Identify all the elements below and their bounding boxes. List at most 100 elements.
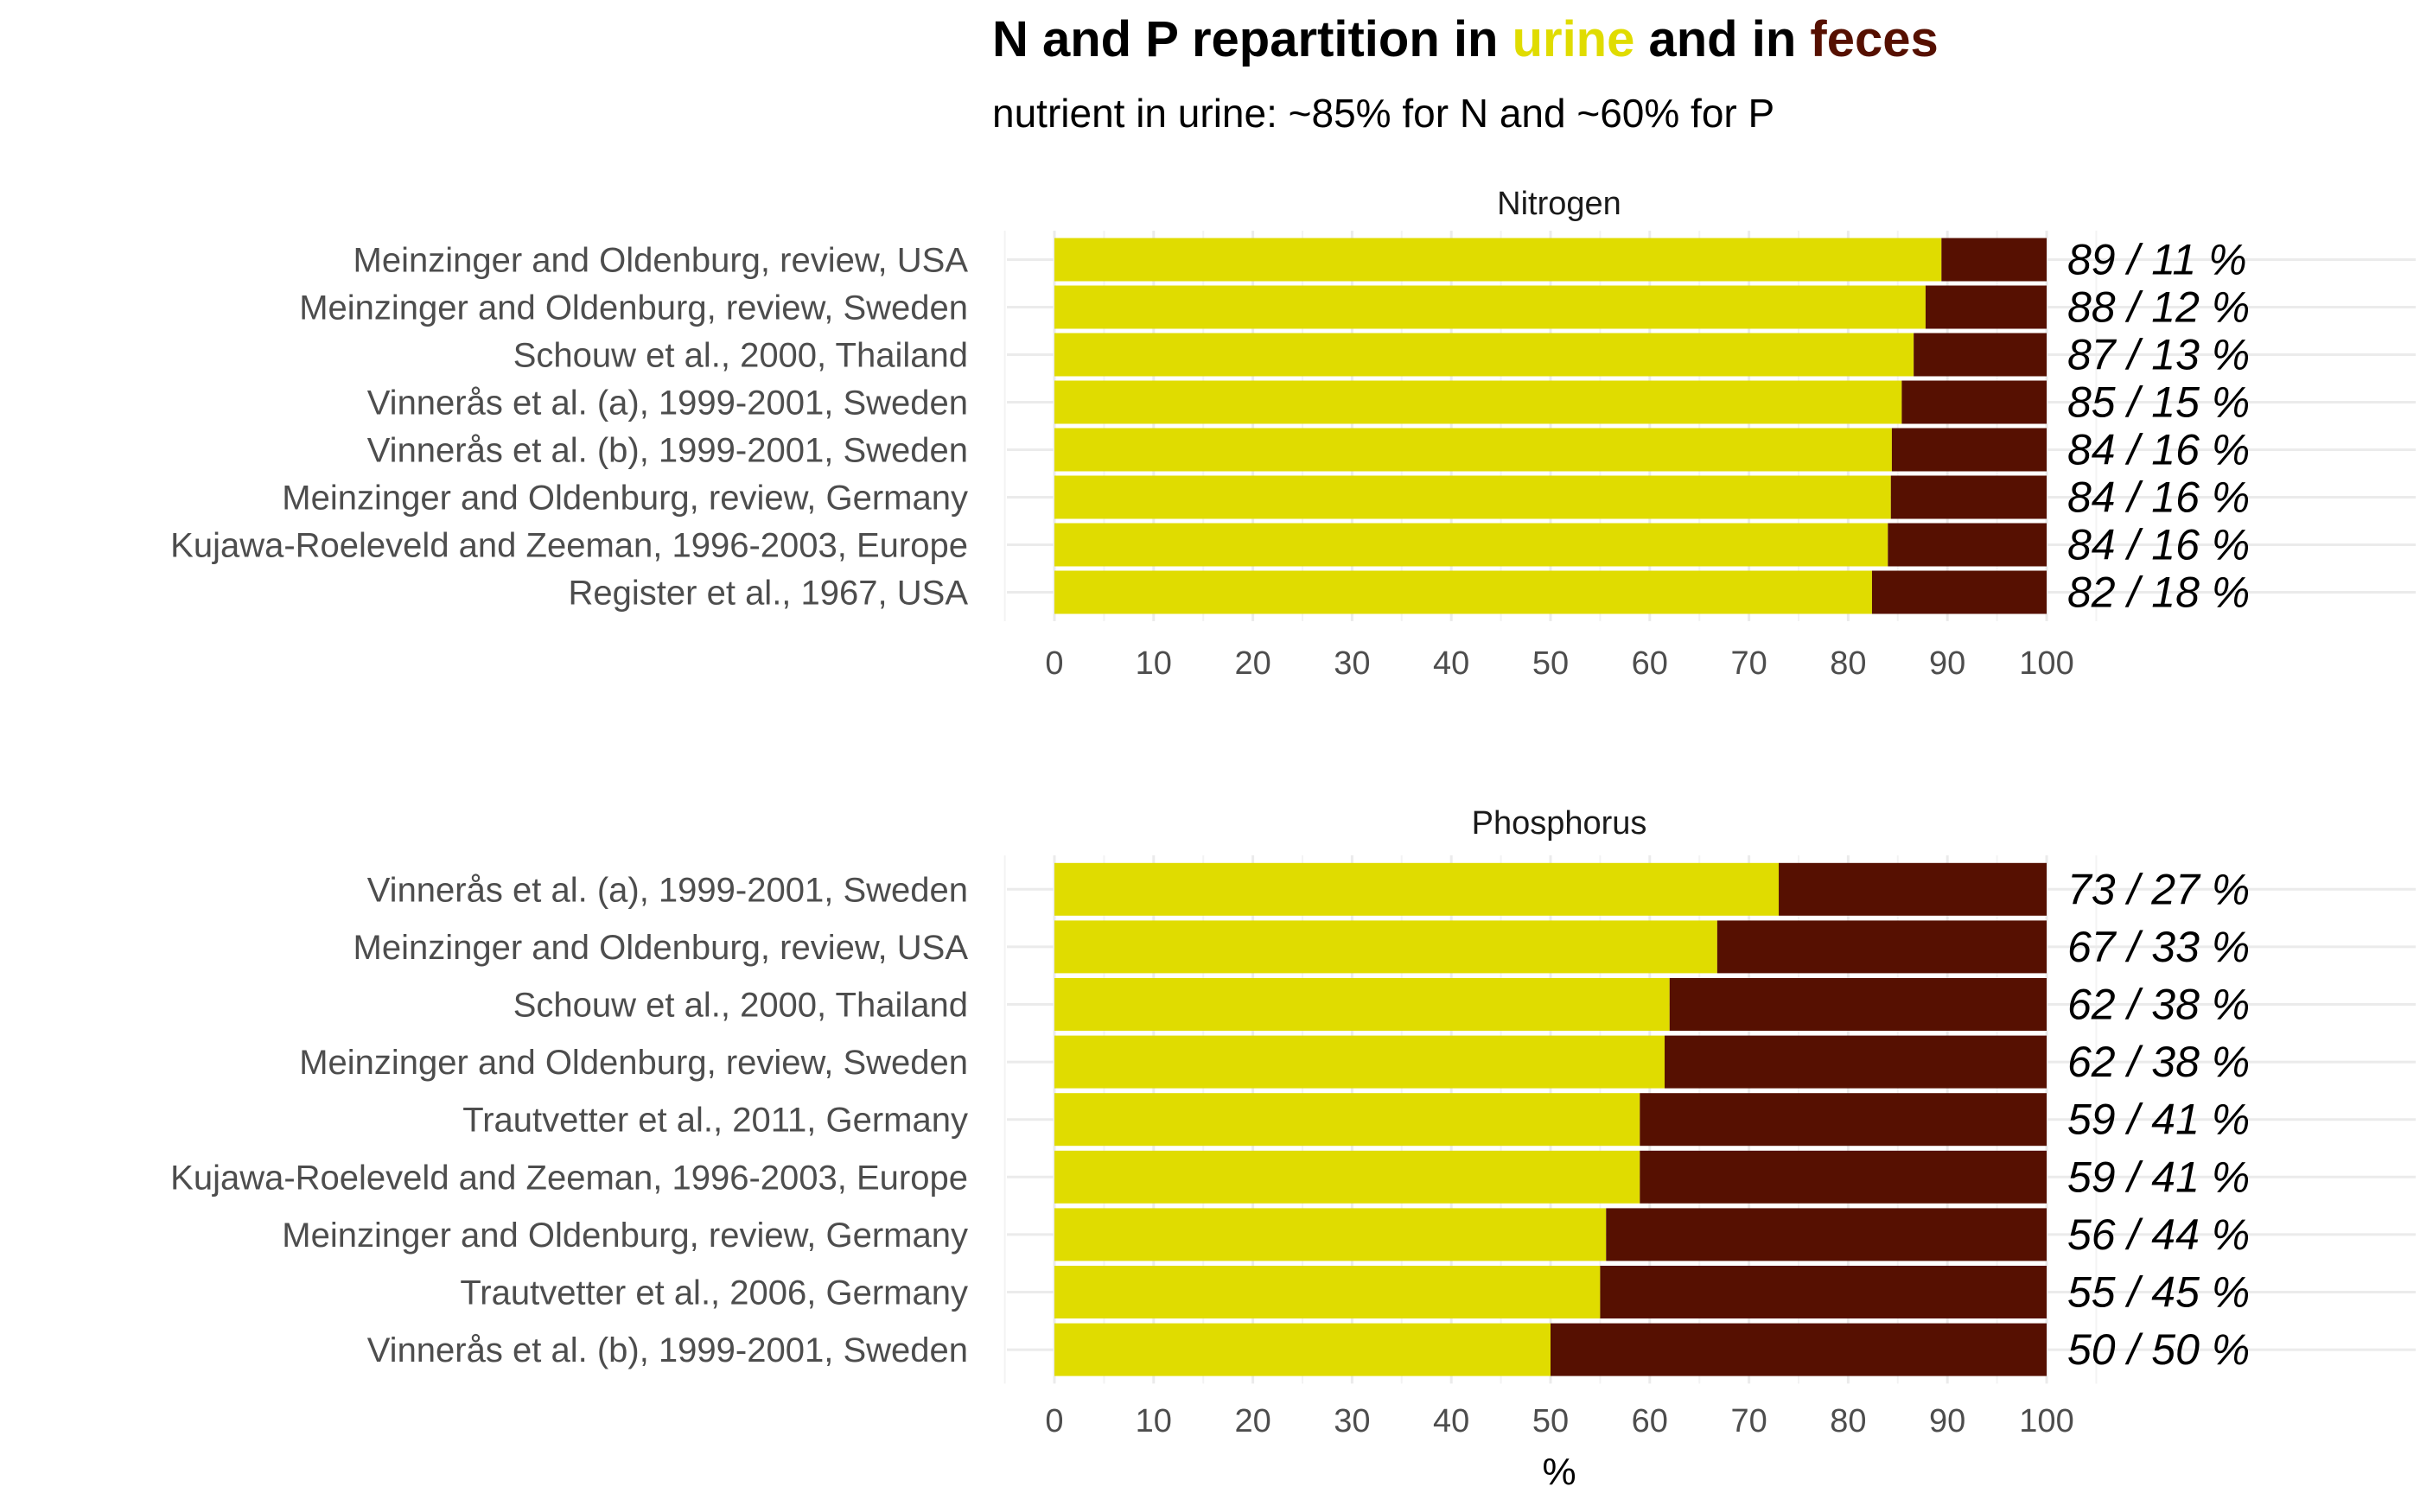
bar-feces — [1600, 1266, 2047, 1318]
value-label: 85 / 15 % — [2067, 378, 2250, 427]
bar-urine — [1054, 475, 1891, 519]
bar-urine — [1054, 570, 1872, 614]
x-tick-label: 10 — [1136, 645, 1172, 682]
bar-feces — [1606, 1208, 2047, 1261]
value-label: 84 / 16 % — [2067, 473, 2250, 522]
title-feces-word: feces — [1810, 11, 1939, 67]
chart-subtitle: nutrient in urine: ~85% for N and ~60% f… — [992, 91, 1775, 136]
bar-feces — [1640, 1093, 2047, 1147]
x-tick-label: 40 — [1433, 1403, 1469, 1439]
bar-urine — [1054, 1323, 1551, 1376]
category-label: Meinzinger and Oldenburg, review, German… — [282, 480, 968, 518]
bar-urine — [1054, 523, 1888, 567]
bar-feces — [1891, 428, 2047, 472]
value-label: 56 / 44 % — [2067, 1210, 2250, 1259]
category-label: Trautvetter et al., 2011, Germany — [462, 1102, 968, 1140]
bar-urine — [1054, 380, 1902, 424]
bar-urine — [1054, 862, 1780, 916]
value-label: 84 / 16 % — [2067, 426, 2250, 474]
bar-urine — [1054, 920, 1717, 974]
x-tick-label: 100 — [2019, 645, 2073, 682]
bar-urine — [1054, 238, 1942, 282]
x-tick-label: 70 — [1730, 645, 1767, 682]
value-label: 59 / 41 % — [2067, 1096, 2250, 1144]
category-label: Kujawa-Roeleveld and Zeeman, 1996-2003, … — [170, 527, 968, 565]
x-tick-label: 100 — [2019, 1403, 2073, 1439]
x-tick-label: 80 — [1830, 1403, 1866, 1439]
category-label: Schouw et al., 2000, Thailand — [513, 987, 968, 1025]
value-label: 62 / 38 % — [2067, 1038, 2250, 1086]
title-part-1: N and P repartition in — [992, 11, 1512, 67]
value-label: 62 / 38 % — [2067, 981, 2250, 1029]
x-tick-label: 40 — [1433, 645, 1469, 682]
bar-feces — [1925, 285, 2047, 329]
x-tick-label: 30 — [1334, 1403, 1370, 1439]
bar-urine — [1054, 333, 1914, 377]
bar-urine — [1054, 428, 1892, 472]
x-tick-label: 0 — [1045, 645, 1063, 682]
bar-urine — [1054, 1035, 1665, 1089]
value-label: 89 / 11 % — [2067, 236, 2247, 284]
value-label: 50 / 50 % — [2067, 1325, 2250, 1374]
bar-feces — [1871, 570, 2047, 614]
x-tick-label: 20 — [1234, 1403, 1270, 1439]
bar-feces — [1669, 978, 2047, 1031]
title-urine-word: urine — [1512, 11, 1635, 67]
category-label: Vinnerås et al. (b), 1999-2001, Sweden — [367, 432, 968, 470]
x-tick-label: 50 — [1532, 1403, 1569, 1439]
x-tick-label: 60 — [1632, 645, 1668, 682]
x-tick-label: 90 — [1929, 1403, 1965, 1439]
value-label: 67 / 33 % — [2067, 923, 2250, 971]
x-tick-label: 20 — [1234, 645, 1270, 682]
x-tick-label: 80 — [1830, 645, 1866, 682]
x-tick-label: 90 — [1929, 645, 1965, 682]
x-tick-label: 30 — [1334, 645, 1370, 682]
value-label: 82 / 18 % — [2067, 569, 2250, 617]
facet-label: Phosphorus — [1472, 805, 1647, 842]
bar-urine — [1054, 1266, 1601, 1318]
title-part-3: and in — [1634, 11, 1811, 67]
bar-feces — [1665, 1035, 2047, 1089]
x-tick-label: 60 — [1632, 1403, 1668, 1439]
facet-label: Nitrogen — [1497, 186, 1621, 222]
bar-feces — [1888, 523, 2047, 567]
value-label: 73 / 27 % — [2067, 865, 2250, 913]
category-label: Trautvetter et al., 2006, Germany — [460, 1274, 968, 1312]
panel-phosphorus: Phosphorus Vinnerås et al. (a), 1999-2001… — [170, 805, 2416, 1493]
category-label: Register et al., 1967, USA — [569, 575, 969, 613]
category-label: Meinzinger and Oldenburg, review, USA — [353, 242, 969, 280]
bar-feces — [1890, 475, 2047, 519]
bar-feces — [1551, 1323, 2047, 1376]
value-label: 55 / 45 % — [2067, 1268, 2250, 1317]
x-tick-label: 0 — [1045, 1403, 1063, 1439]
bar-feces — [1901, 380, 2047, 424]
bar-urine — [1054, 1093, 1640, 1147]
value-label: 84 / 16 % — [2067, 521, 2250, 569]
chart-title: N and P repartition in urine and in fece… — [992, 10, 1939, 68]
bar-urine — [1054, 1150, 1640, 1204]
bar-urine — [1054, 1208, 1607, 1261]
category-label: Vinnerås et al. (b), 1999-2001, Sweden — [367, 1331, 968, 1369]
x-tick-label: 50 — [1532, 645, 1569, 682]
value-label: 88 / 12 % — [2067, 283, 2250, 332]
x-tick-label: 70 — [1730, 1403, 1767, 1439]
category-label: Kujawa-Roeleveld and Zeeman, 1996-2003, … — [170, 1159, 968, 1197]
panel-nitrogen: Nitrogen Meinzinger and Oldenburg, review… — [170, 186, 2416, 682]
bar-feces — [1716, 920, 2047, 974]
category-label: Meinzinger and Oldenburg, review, German… — [282, 1217, 968, 1255]
category-label: Meinzinger and Oldenburg, review, Sweden — [299, 1044, 968, 1082]
bar-urine — [1054, 978, 1670, 1031]
category-label: Vinnerås et al. (a), 1999-2001, Sweden — [367, 871, 968, 909]
bar-urine — [1054, 285, 1926, 329]
value-label: 59 / 41 % — [2067, 1153, 2250, 1201]
category-label: Schouw et al., 2000, Thailand — [513, 337, 968, 375]
value-label: 87 / 13 % — [2067, 331, 2250, 379]
category-label: Meinzinger and Oldenburg, review, USA — [353, 929, 969, 967]
category-label: Vinnerås et al. (a), 1999-2001, Sweden — [367, 384, 968, 422]
category-label: Meinzinger and Oldenburg, review, Sweden — [299, 289, 968, 327]
bar-feces — [1914, 333, 2047, 377]
x-tick-label: 10 — [1136, 1403, 1172, 1439]
bar-feces — [1941, 238, 2047, 282]
bar-feces — [1779, 862, 2047, 916]
